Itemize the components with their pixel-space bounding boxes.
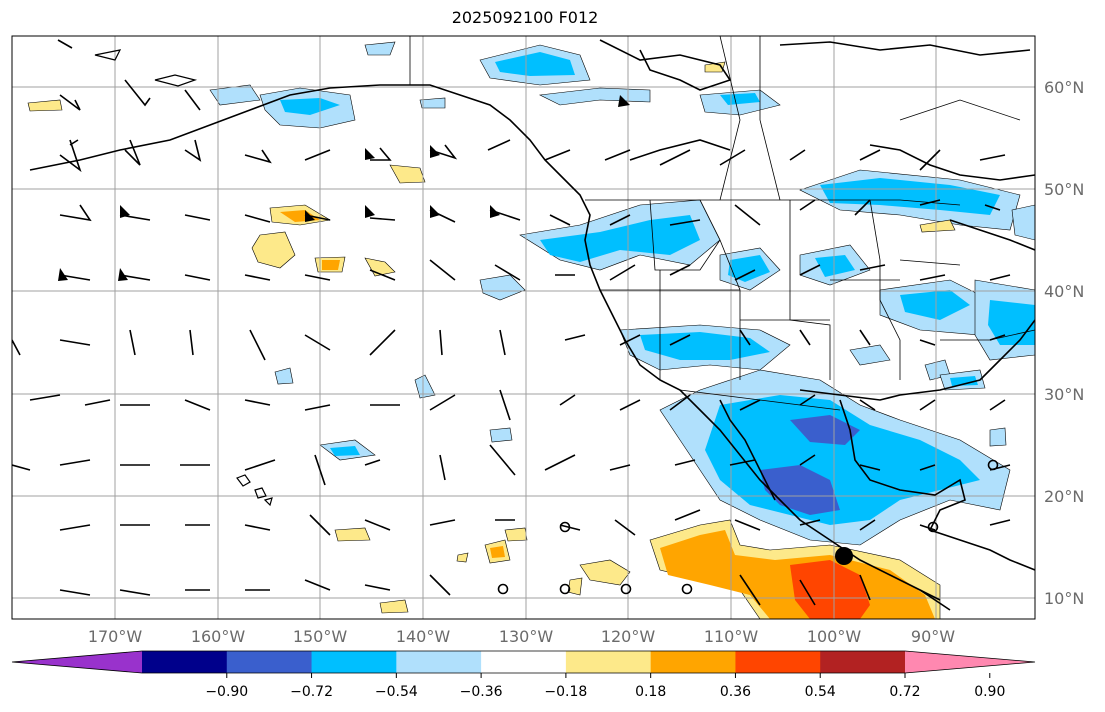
lat-label: 30°N (1044, 385, 1084, 404)
colorbar-tick-label: 0.90 (974, 684, 1005, 700)
colorbar-segment (735, 651, 821, 673)
lat-label: 50°N (1044, 180, 1084, 199)
lon-label: 100°W (807, 627, 862, 646)
colorbar-segment (481, 651, 567, 673)
colorbar-extend-low (12, 651, 142, 673)
wind-pennants (58, 95, 630, 281)
colorbar-segment (396, 651, 482, 673)
moderate-negative-shading (280, 52, 1035, 525)
map-title: 2025092100 F012 (451, 8, 599, 27)
longitude-labels: 170°W 160°W 150°W 140°W 130°W 120°W 110°… (88, 627, 955, 646)
coastlines (29, 39, 1035, 611)
colorbar-segment (650, 651, 736, 673)
colorbar-outline (11, 650, 1036, 674)
lat-label: 20°N (1044, 487, 1084, 506)
political-borders (409, 36, 1035, 411)
lon-label: 120°W (601, 627, 656, 646)
colorbar: −0.90 −0.72 −0.54 −0.36 −0.18 0.18 0.36 0.54 0.7… (11, 650, 1036, 700)
colorbar-segment (226, 651, 313, 673)
colorbar-tick-label: −0.36 (460, 684, 503, 700)
colorbar-segment (311, 651, 397, 673)
lon-label: 170°W (88, 627, 143, 646)
colorbar-tick-label: −0.54 (375, 684, 418, 700)
colorbar-segment (565, 651, 652, 673)
colorbar-tick-label: 0.36 (720, 684, 751, 700)
colorbar-tick-label: −0.90 (205, 684, 248, 700)
lon-label: 90°W (911, 627, 955, 646)
wind-barbs (12, 39, 1011, 606)
colorbar-segment (142, 651, 228, 673)
colorbar-segment (820, 651, 906, 673)
lon-label: 130°W (499, 627, 554, 646)
lat-label: 10°N (1044, 589, 1084, 608)
latitude-labels: 60°N 50°N 40°N 30°N 20°N 10°N (1044, 78, 1084, 608)
lon-label: 110°W (704, 627, 759, 646)
lat-label: 60°N (1044, 78, 1084, 97)
colorbar-tick-label: −0.18 (544, 684, 587, 700)
lon-label: 150°W (293, 627, 348, 646)
colorbar-extend-high (905, 651, 1035, 673)
calm-wind-markers (497, 459, 999, 595)
colorbar-tick-label: −0.72 (290, 684, 333, 700)
lat-label: 40°N (1044, 282, 1084, 301)
gridlines (12, 36, 1035, 619)
colorbar-tick-label: 0.72 (889, 684, 920, 700)
lon-label: 140°W (396, 627, 451, 646)
strong-negative-shading (760, 415, 860, 515)
island-outlines (94, 49, 273, 507)
colorbar-tick-label: 0.18 (635, 684, 666, 700)
colorbar-tick-label: 0.54 (805, 684, 836, 700)
storm-center-marker (835, 547, 853, 565)
map-frame (11, 35, 1036, 620)
lon-label: 160°W (191, 627, 246, 646)
strong-positive-shading (790, 560, 870, 619)
